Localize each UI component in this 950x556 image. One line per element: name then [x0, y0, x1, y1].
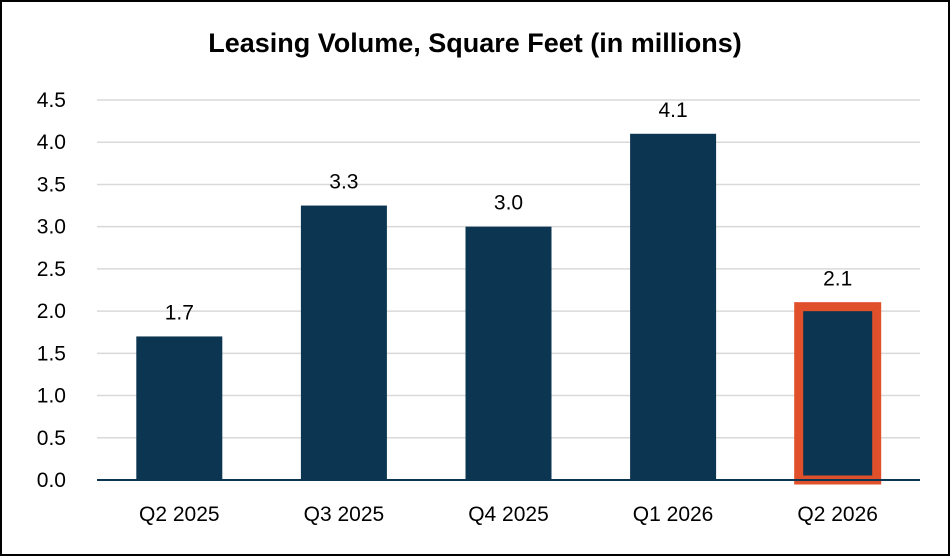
y-tick-label: 2.5 [37, 258, 66, 281]
data-label: 3.0 [494, 192, 523, 215]
y-tick-label: 1.5 [37, 342, 66, 365]
y-tick-label: 3.5 [37, 173, 66, 196]
y-tick-label: 2.0 [37, 300, 66, 323]
bar [630, 133, 717, 480]
data-label: 3.3 [329, 171, 358, 194]
bar-highlighted [794, 302, 882, 485]
data-label: 4.1 [658, 99, 687, 122]
x-tick-label: Q4 2025 [468, 503, 549, 526]
bar [300, 205, 387, 481]
chart-title: Leasing Volume, Square Feet (in millions… [208, 28, 742, 58]
data-label: 2.1 [823, 268, 852, 291]
bar [136, 336, 223, 480]
y-tick-label: 4.0 [37, 131, 66, 154]
bar [465, 226, 552, 480]
y-tick-label: 3.0 [37, 216, 66, 239]
y-tick-label: 0.0 [37, 469, 66, 492]
x-tick-label: Q2 2025 [139, 503, 220, 526]
x-tick-label: Q2 2026 [797, 503, 878, 526]
x-tick-label: Q3 2025 [304, 503, 385, 526]
data-label: 1.7 [165, 301, 194, 324]
y-tick-label: 1.0 [37, 385, 66, 408]
y-tick-label: 4.5 [37, 89, 66, 112]
x-tick-label: Q1 2026 [633, 503, 714, 526]
y-tick-label: 0.5 [37, 427, 66, 450]
